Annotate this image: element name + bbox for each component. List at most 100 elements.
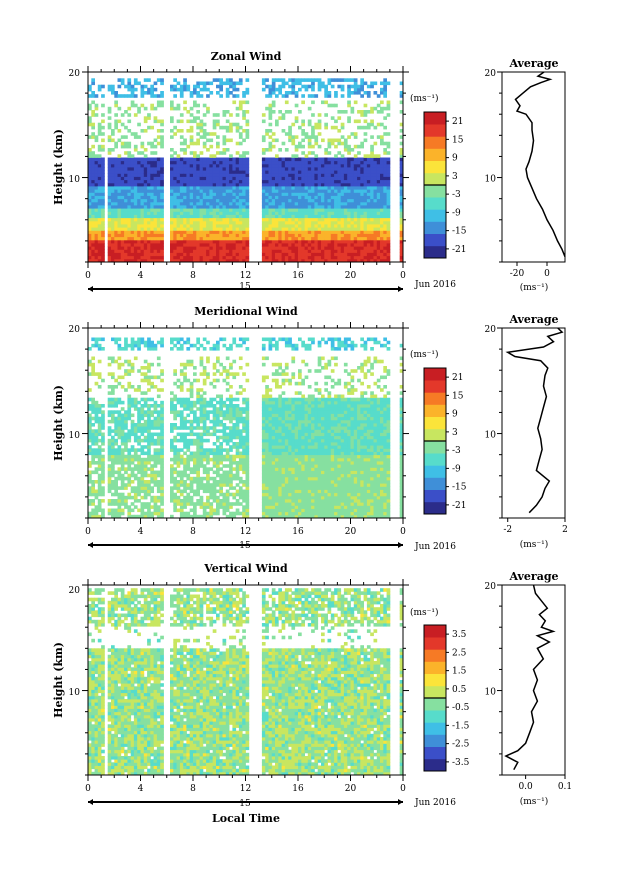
heatmap-cell — [327, 163, 332, 168]
heatmap-cell — [183, 511, 187, 516]
heatmap-cell — [143, 211, 148, 215]
heatmap-cell — [370, 230, 374, 234]
heatmap-cell — [189, 480, 194, 484]
heatmap-cell — [130, 419, 135, 424]
heatmap-cell — [111, 410, 115, 414]
heatmap-cell — [212, 432, 217, 437]
heatmap-cell — [193, 243, 197, 247]
heatmap-cell — [307, 211, 312, 215]
heatmap-cell — [196, 514, 200, 519]
heatmap-cell — [88, 252, 92, 257]
heatmap-cell — [271, 230, 276, 234]
heatmap-cell — [242, 186, 246, 190]
heatmap-cell — [140, 214, 145, 219]
heatmap-cell — [373, 230, 378, 234]
heatmap-cell — [268, 91, 273, 95]
heatmap-cell — [245, 201, 250, 206]
heatmap-cell — [124, 438, 128, 443]
heatmap-cell — [114, 182, 118, 187]
heatmap-cell — [94, 243, 99, 247]
heatmap-cell — [127, 173, 132, 177]
colorbar-tick-label: -9 — [452, 208, 461, 218]
heatmap-cell — [304, 236, 309, 241]
heatmap-cell — [143, 375, 148, 380]
heatmap-cell — [334, 258, 338, 263]
heatmap-cell — [173, 426, 177, 430]
heatmap-cell — [321, 249, 325, 253]
heatmap-cell — [137, 419, 141, 424]
heatmap-cell — [189, 258, 194, 263]
heatmap-cell — [117, 167, 122, 171]
heatmap-cell — [278, 227, 282, 231]
heatmap-cell — [156, 135, 161, 139]
heatmap-cell — [97, 419, 102, 424]
heatmap-cell — [225, 78, 230, 82]
heatmap-cell — [196, 205, 200, 209]
heatmap-cell — [189, 394, 194, 399]
heatmap-cell — [291, 87, 296, 92]
heatmap-cell — [265, 157, 269, 162]
heatmap-cell — [347, 84, 351, 89]
heatmap-cell — [314, 170, 319, 174]
heatmap-cell — [281, 78, 286, 82]
heatmap-cell — [107, 208, 112, 212]
heatmap-cell — [288, 192, 292, 196]
heatmap-cell — [137, 258, 141, 263]
heatmap-cell — [137, 179, 141, 184]
heatmap-cell — [383, 84, 387, 89]
heatmap-cell — [232, 122, 237, 127]
heatmap-cell — [386, 113, 391, 117]
heatmap-cell — [114, 239, 118, 244]
heatmap-cell — [91, 416, 95, 421]
heatmap-cell — [189, 201, 194, 206]
heatmap-cell — [196, 81, 200, 86]
heatmap-cell — [288, 167, 292, 171]
heatmap-cell — [265, 243, 269, 247]
heatmap-cell — [97, 343, 102, 348]
heatmap-cell — [140, 461, 145, 465]
heatmap-cell — [127, 224, 132, 228]
heatmap-cell — [206, 432, 210, 437]
heatmap-cell — [209, 246, 214, 250]
heatmap-cell — [107, 467, 112, 471]
heatmap-cell — [147, 160, 151, 165]
heatmap-cell — [127, 492, 132, 497]
heatmap-cell — [219, 205, 223, 209]
heatmap-cell — [150, 201, 154, 206]
heatmap-cell — [386, 236, 391, 241]
heatmap-cell — [271, 233, 276, 238]
heatmap-cell — [340, 205, 345, 209]
heatmap-cell — [291, 91, 296, 95]
heatmap-cell — [147, 505, 151, 509]
heatmap-cell — [124, 486, 128, 490]
heatmap-cell — [124, 347, 128, 351]
heatmap-cell — [343, 78, 348, 82]
y-tick-label: 20 — [69, 69, 81, 79]
heatmap-cell — [160, 246, 164, 250]
heatmap-cell — [238, 224, 243, 228]
heatmap-cell — [196, 473, 200, 478]
heatmap-cell — [173, 397, 177, 402]
heatmap-cell — [206, 170, 210, 174]
heatmap-cell — [399, 239, 404, 244]
heatmap-cell — [117, 78, 122, 82]
heatmap-cell — [160, 410, 164, 414]
heatmap-cell — [117, 381, 122, 386]
heatmap-cell — [222, 173, 227, 177]
heatmap-cell — [304, 198, 309, 203]
heatmap-cell — [127, 454, 132, 459]
heatmap-cell — [353, 186, 358, 190]
heatmap-cell — [268, 141, 273, 146]
heatmap-cell — [91, 182, 95, 187]
heatmap-cell — [334, 236, 338, 241]
heatmap-cell — [278, 195, 282, 200]
heatmap-cell — [225, 214, 230, 219]
heatmap-cell — [363, 186, 368, 190]
heatmap-cell — [383, 160, 387, 165]
heatmap-cell — [107, 489, 112, 494]
heatmap-cell — [350, 170, 355, 174]
heatmap-cell — [189, 249, 194, 253]
heatmap-cell — [179, 347, 184, 351]
heatmap-cell — [170, 467, 174, 471]
heatmap-cell — [278, 110, 282, 114]
